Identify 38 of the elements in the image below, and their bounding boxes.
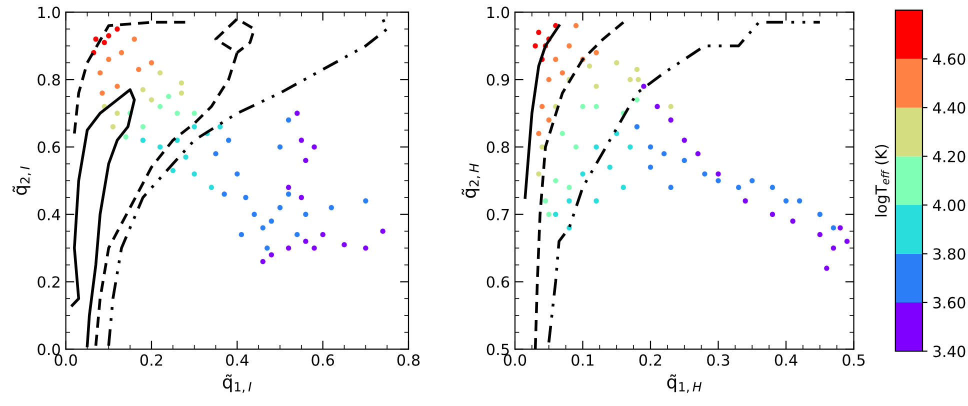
color-bar-label: 4.60 [932, 53, 966, 65]
line-series [73, 20, 188, 135]
x-tick-label: 0.2 [639, 354, 662, 366]
y-tick-label: 0.4 [38, 208, 60, 220]
x-tick-label: 0.6 [312, 354, 334, 366]
y-tick-label: 1.0 [38, 6, 60, 18]
x-tick-label: 0.0 [54, 354, 77, 366]
y-axis-title: q̃$_{2,H}$ [462, 163, 480, 198]
color-bar-title: logT$_{eff}$ (K) [875, 144, 890, 216]
x-axis-title: q̃$_{1,I}$ [222, 374, 252, 393]
line-series [524, 24, 560, 199]
x-axis-title: q̃$_{1,H}$ [667, 374, 702, 393]
y-tick-label: 0.2 [38, 276, 60, 288]
y-tick-label: 1.0 [487, 6, 510, 18]
x-tick-label: 0.8 [397, 354, 420, 366]
y-tick-label: 0.9 [486, 74, 510, 86]
y-axis-title: q̃$_{2,I}$ [12, 166, 31, 195]
color-bar-label: 4.20 [932, 150, 966, 162]
line-series [547, 20, 822, 344]
y-tick-label: 0.0 [38, 344, 60, 356]
color-bar-label: 4.00 [932, 199, 966, 212]
x-tick-label: 0.1 [572, 354, 594, 366]
x-tick-label: 0.4 [226, 354, 248, 366]
y-tick-label: 0.6 [38, 141, 60, 153]
y-tick-label: 0.8 [38, 74, 60, 86]
x-tick-label: 0.5 [842, 354, 865, 366]
x-tick-label: 0.0 [504, 354, 526, 366]
color-bar-label: 3.80 [933, 248, 966, 260]
y-tick-label: 0.8 [486, 141, 510, 153]
x-tick-label: 0.3 [707, 354, 730, 366]
color-bar-label: 4.40 [932, 102, 966, 114]
y-tick-label: 0.6 [486, 276, 510, 288]
y-tick-label: 0.5 [486, 344, 509, 356]
y-tick-label: 0.7 [486, 208, 509, 220]
x-tick-label: 0.4 [774, 354, 798, 366]
color-bar-label: 3.40 [933, 346, 966, 358]
x-tick-label: 0.2 [140, 354, 162, 366]
color-bar-label: 3.60 [933, 296, 966, 308]
